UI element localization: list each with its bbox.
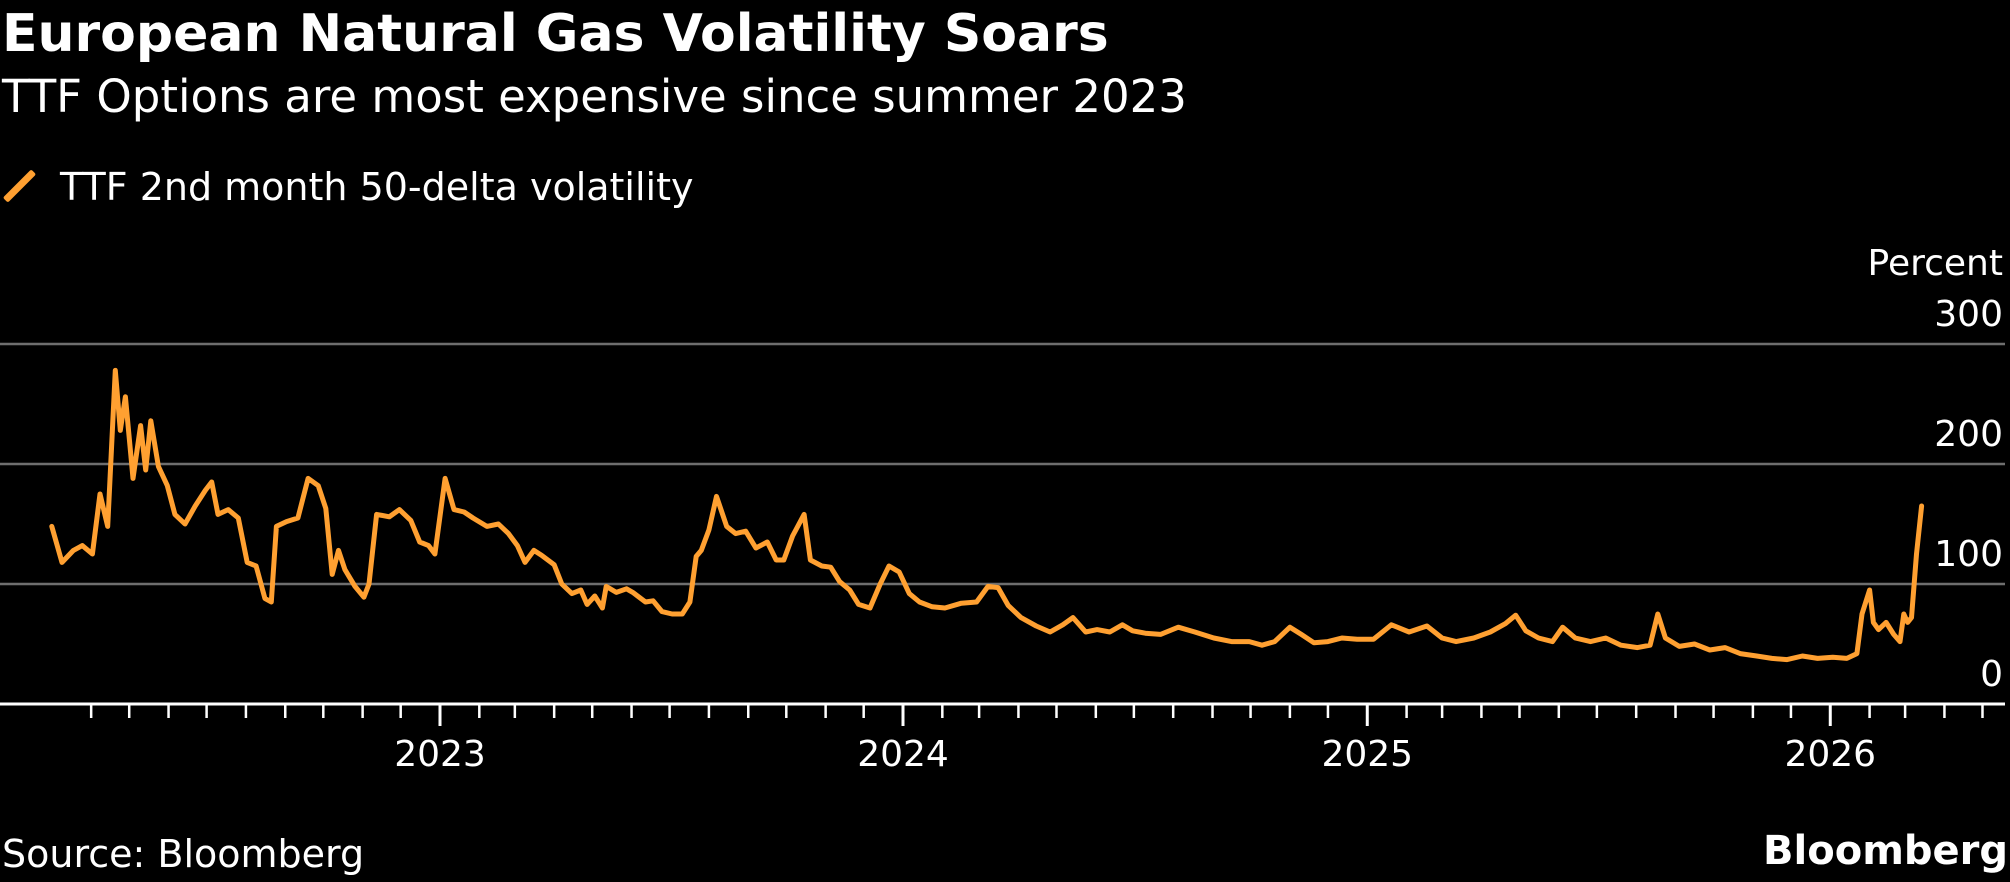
legend-label: TTF 2nd month 50-delta volatility [60,165,694,209]
y-tick-label-200: 200 [1934,414,2003,455]
y-tick-label-0: 0 [1980,654,2003,695]
source-note: Source: Bloomberg [2,832,365,876]
series-line-0 [49,367,1925,663]
y-axis-ticks: 0 100 200 300 [1934,294,2003,695]
chart-subtitle: TTF Options are most expensive since sum… [2,70,1187,123]
y-tick-label-300: 300 [1934,294,2003,335]
x-tick-label-2023: 2023 [394,734,486,775]
series-group [49,367,1925,663]
grid-lines [0,342,2005,586]
x-tick-label-2026: 2026 [1784,734,1876,775]
legend: TTF 2nd month 50-delta volatility [2,162,694,212]
y-tick-label-100: 100 [1934,534,2003,575]
brand-logo: Bloomberg [1763,828,2008,874]
chart-title: European Natural Gas Volatility Soars [2,4,1109,64]
line-chart: 0 100 200 300 Percent 2023 2024 2025 2026 [0,243,2005,775]
y-axis-label: Percent [1868,243,2003,284]
x-tick-label-2024: 2024 [857,734,949,775]
x-axis: 2023 2024 2025 2026 [0,702,2005,775]
x-tick-label-2025: 2025 [1321,734,1413,775]
